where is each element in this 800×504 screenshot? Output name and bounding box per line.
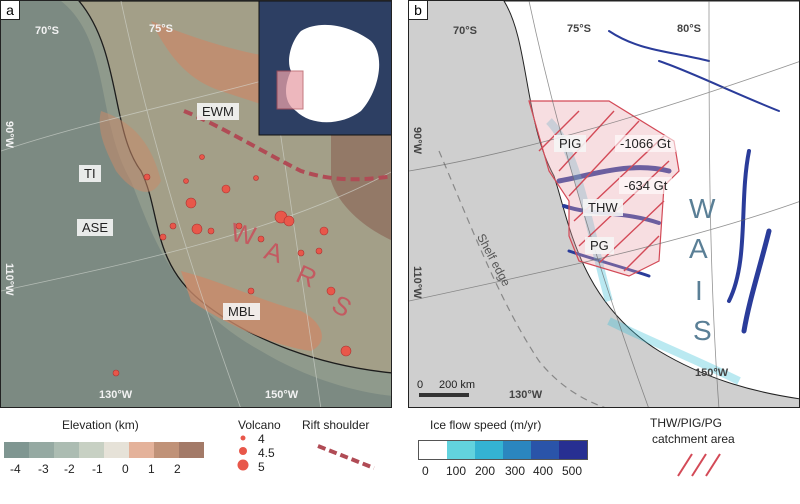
pg-label: PG bbox=[585, 237, 614, 254]
ice-tick: 400 bbox=[533, 464, 554, 478]
elev-tick: 0 bbox=[122, 462, 129, 476]
ice-tick: 100 bbox=[446, 464, 467, 478]
elevation-swatch bbox=[79, 442, 104, 458]
ice-tick: 0 bbox=[422, 464, 429, 478]
elevation-swatch bbox=[129, 442, 154, 458]
elevation-swatch bbox=[154, 442, 179, 458]
elevation-swatch bbox=[54, 442, 79, 458]
thw-label: THW bbox=[583, 199, 623, 216]
catchment-legend-symbol bbox=[677, 453, 721, 477]
lat-70-label-b: 70°S bbox=[453, 25, 477, 37]
ice-tick: 300 bbox=[505, 464, 526, 478]
ice-tick: 500 bbox=[562, 464, 583, 478]
lon-130-label: 130°W bbox=[99, 389, 133, 401]
scale-zero-label: 0 bbox=[417, 379, 424, 391]
elevation-colorbar bbox=[4, 442, 204, 458]
panel-a-elevation-map: a 70°S 75°S 90°W 110°W 130°W 150°W EWM T… bbox=[0, 0, 392, 408]
volcano-size-label: 4 bbox=[258, 432, 265, 446]
wais-letter-a: A bbox=[689, 233, 708, 264]
elevation-legend-title: Elevation (km) bbox=[62, 418, 139, 432]
shelf-edge-line bbox=[438, 150, 606, 407]
wais-letter-s: S bbox=[693, 315, 712, 346]
lon-110-label: 110°W bbox=[3, 263, 15, 296]
scale-bar bbox=[419, 393, 469, 397]
rift-legend-symbol bbox=[317, 444, 375, 470]
elev-tick: -2 bbox=[64, 462, 75, 476]
lon-110-label-b: 110°W bbox=[411, 266, 423, 299]
ti-label: TI bbox=[79, 165, 101, 182]
ice-flow-colorbar bbox=[418, 440, 588, 460]
volcano-markers bbox=[112, 154, 352, 377]
lon-150-label-b: 150°W bbox=[695, 367, 729, 379]
ice-tick: 200 bbox=[475, 464, 496, 478]
panel-b-letter: b bbox=[409, 1, 428, 20]
volcano-size-label: 5 bbox=[258, 460, 265, 474]
panel-b-ice-flow-map: b 70°S 75°S 80°S 90°W 110°W 130°W 150°W … bbox=[408, 0, 800, 408]
ase-label: ASE bbox=[77, 219, 114, 236]
elev-tick: -4 bbox=[10, 462, 21, 476]
lat-75-label-b: 75°S bbox=[567, 23, 591, 35]
rift-shoulder-line bbox=[183, 109, 391, 182]
lat-75-label: 75°S bbox=[149, 23, 173, 35]
lat-80-label-b: 80°S bbox=[677, 23, 701, 35]
rift-legend-title: Rift shoulder bbox=[302, 418, 370, 432]
catchment-legend-subtitle: catchment area bbox=[652, 432, 735, 446]
elev-tick: 2 bbox=[174, 462, 181, 476]
elevation-swatch bbox=[179, 442, 204, 458]
elevation-swatch bbox=[29, 442, 54, 458]
scale-label: 200 km bbox=[439, 379, 476, 391]
wais-letter-w: W bbox=[689, 193, 716, 224]
catchment-legend-title: THW/PIG/PG bbox=[650, 416, 722, 430]
elev-tick: -1 bbox=[92, 462, 103, 476]
wais-letter-i: I bbox=[695, 275, 703, 306]
ice-speed-swatch bbox=[559, 441, 587, 459]
panel-a-letter: a bbox=[1, 1, 20, 20]
ice-flow-legend-title: Ice flow speed (m/yr) bbox=[430, 418, 542, 432]
elev-tick: 1 bbox=[148, 462, 155, 476]
volcano-size-label: 4.5 bbox=[258, 446, 275, 460]
lat-70-label: 70°S bbox=[35, 25, 59, 37]
lon-130-label-b: 130°W bbox=[509, 389, 543, 401]
volcano-legend-symbols bbox=[237, 435, 249, 471]
elevation-swatch bbox=[104, 442, 129, 458]
pig-mass-loss-label: -1066 Gt bbox=[615, 135, 676, 152]
ice-speed-swatch bbox=[531, 441, 559, 459]
pig-label: PIG bbox=[554, 135, 587, 152]
ewm-label: EWM bbox=[197, 103, 239, 120]
lon-90-label: 90°W bbox=[3, 121, 15, 149]
elevation-map-graphic bbox=[1, 1, 391, 407]
elevation-swatch bbox=[4, 442, 29, 458]
thw-mass-loss-label: -634 Gt bbox=[619, 177, 673, 194]
ice-speed-swatch bbox=[503, 441, 531, 459]
ice-speed-swatch bbox=[447, 441, 475, 459]
lon-90-label-b: 90°W bbox=[411, 127, 423, 155]
mbl-label: MBL bbox=[223, 303, 260, 320]
ice-speed-swatch bbox=[475, 441, 503, 459]
volcano-legend-title: Volcano bbox=[238, 418, 281, 432]
lon-150-label: 150°W bbox=[265, 389, 299, 401]
elev-tick: -3 bbox=[38, 462, 49, 476]
ice-speed-swatch bbox=[419, 441, 447, 459]
